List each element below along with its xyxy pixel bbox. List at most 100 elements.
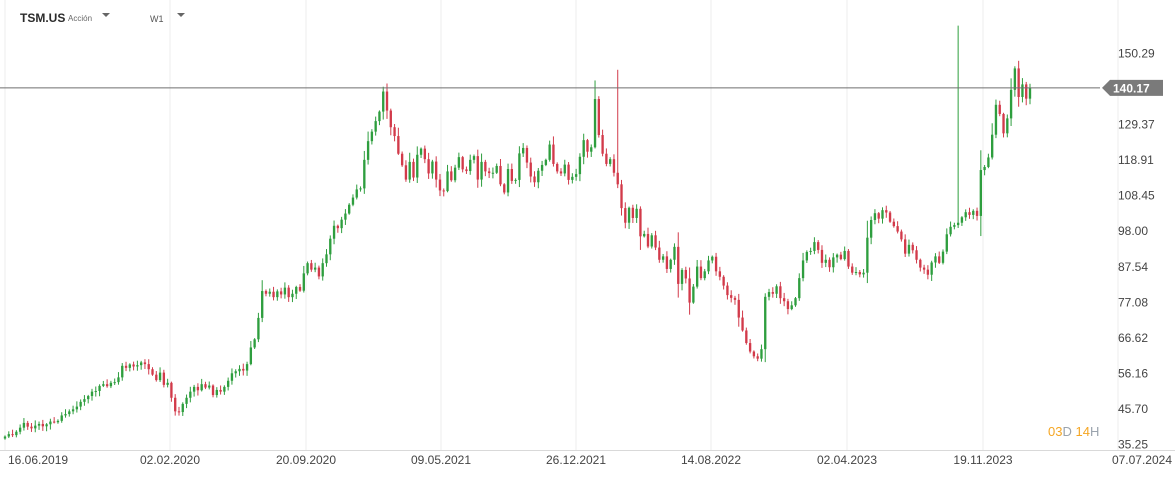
candle-body bbox=[847, 250, 850, 267]
candle-body bbox=[71, 409, 75, 412]
x-tick-label: 26.12.2021 bbox=[546, 453, 606, 467]
candle-body bbox=[3, 436, 7, 439]
candle-body bbox=[94, 390, 97, 392]
candle-body bbox=[26, 422, 29, 427]
candle-body bbox=[537, 170, 540, 183]
candle-body bbox=[782, 298, 786, 302]
candle-body bbox=[45, 424, 48, 427]
y-tick-label: 66.62 bbox=[1118, 331, 1148, 345]
candle-body bbox=[162, 372, 166, 385]
candle-body bbox=[200, 384, 203, 391]
candle-body bbox=[79, 401, 82, 407]
candle-body bbox=[695, 266, 699, 287]
current-price-label: 140.17 bbox=[1113, 81, 1150, 95]
candle-body bbox=[344, 213, 347, 220]
candle-body bbox=[892, 221, 896, 227]
candle-body bbox=[113, 382, 116, 384]
candle-body bbox=[185, 397, 188, 404]
candle-body bbox=[960, 217, 964, 223]
chevron-down-icon[interactable] bbox=[102, 13, 110, 17]
chevron-down-icon[interactable] bbox=[177, 13, 185, 17]
candle-body bbox=[854, 272, 858, 274]
candle-body bbox=[525, 147, 529, 163]
candle-body bbox=[49, 421, 52, 425]
candle-body bbox=[431, 161, 434, 174]
candle-body bbox=[234, 371, 237, 374]
candle-countdown: 03D 14H bbox=[1048, 424, 1099, 439]
countdown-hours-unit: H bbox=[1089, 424, 1100, 439]
candle-body bbox=[215, 389, 218, 396]
candle-body bbox=[238, 368, 241, 372]
candle-body bbox=[590, 147, 593, 152]
candle-body bbox=[423, 148, 427, 160]
candle-body bbox=[851, 266, 854, 273]
candle-body bbox=[397, 136, 400, 154]
y-tick-label: 77.08 bbox=[1118, 295, 1148, 309]
x-tick-label: 16.06.2019 bbox=[8, 453, 68, 467]
x-tick-label: 02.04.2023 bbox=[817, 453, 877, 467]
candle-body bbox=[794, 298, 797, 306]
candle-body bbox=[465, 169, 468, 172]
instrument-type-label: Acción bbox=[68, 14, 93, 23]
candle-body bbox=[230, 373, 234, 381]
candle-body bbox=[665, 256, 669, 269]
candle-body bbox=[540, 164, 544, 171]
candle-body bbox=[646, 233, 650, 247]
candle-body bbox=[249, 347, 253, 365]
candle-body bbox=[177, 411, 181, 413]
candle-body bbox=[922, 267, 926, 270]
timeframe-selector[interactable]: W1 bbox=[150, 14, 164, 24]
candle-body bbox=[412, 161, 415, 178]
candle-body bbox=[597, 99, 600, 136]
candle-body bbox=[427, 159, 430, 174]
candle-body bbox=[779, 286, 782, 299]
countdown-days-unit: D bbox=[1062, 424, 1072, 439]
candle-body bbox=[798, 278, 801, 299]
candle-body bbox=[306, 263, 309, 274]
candle-body bbox=[510, 169, 513, 181]
candle-body bbox=[419, 148, 423, 155]
candle-body bbox=[896, 226, 899, 232]
candle-body bbox=[930, 262, 933, 275]
symbol-label[interactable]: TSM.US bbox=[20, 11, 66, 25]
candle-body bbox=[941, 251, 945, 263]
candle-body bbox=[196, 386, 200, 391]
candle-body bbox=[1021, 84, 1024, 97]
candle-body bbox=[450, 171, 453, 181]
candle-body bbox=[650, 235, 653, 247]
candle-body bbox=[748, 343, 752, 352]
y-tick-label: 108.45 bbox=[1118, 189, 1155, 203]
candle-body bbox=[692, 286, 695, 303]
candle-body bbox=[654, 235, 657, 248]
candle-body bbox=[756, 356, 759, 359]
candle-body bbox=[824, 259, 827, 263]
candle-body bbox=[919, 259, 922, 268]
candle-body bbox=[979, 170, 983, 216]
candle-body bbox=[813, 242, 816, 251]
candle-body bbox=[442, 190, 445, 192]
candle-body bbox=[253, 339, 256, 348]
candle-body bbox=[192, 386, 196, 392]
candle-body bbox=[491, 172, 495, 174]
candle-body bbox=[805, 251, 809, 261]
candle-body bbox=[143, 362, 147, 365]
candle-body bbox=[605, 153, 608, 164]
candle-body bbox=[151, 369, 154, 375]
candle-body bbox=[548, 144, 551, 160]
candle-body bbox=[737, 299, 740, 318]
y-tick-label: 98.00 bbox=[1118, 224, 1148, 238]
candle-body bbox=[480, 161, 483, 180]
candle-body bbox=[158, 372, 162, 381]
candle-body bbox=[801, 260, 805, 279]
candle-body bbox=[1006, 118, 1009, 134]
candle-body bbox=[257, 317, 260, 340]
candle-body bbox=[707, 260, 710, 272]
candle-body bbox=[68, 411, 71, 415]
candle-body bbox=[574, 174, 578, 177]
candle-body bbox=[1013, 68, 1017, 90]
y-tick-label: 45.70 bbox=[1118, 402, 1148, 416]
candle-body bbox=[563, 164, 566, 174]
candle-body bbox=[1009, 89, 1013, 119]
